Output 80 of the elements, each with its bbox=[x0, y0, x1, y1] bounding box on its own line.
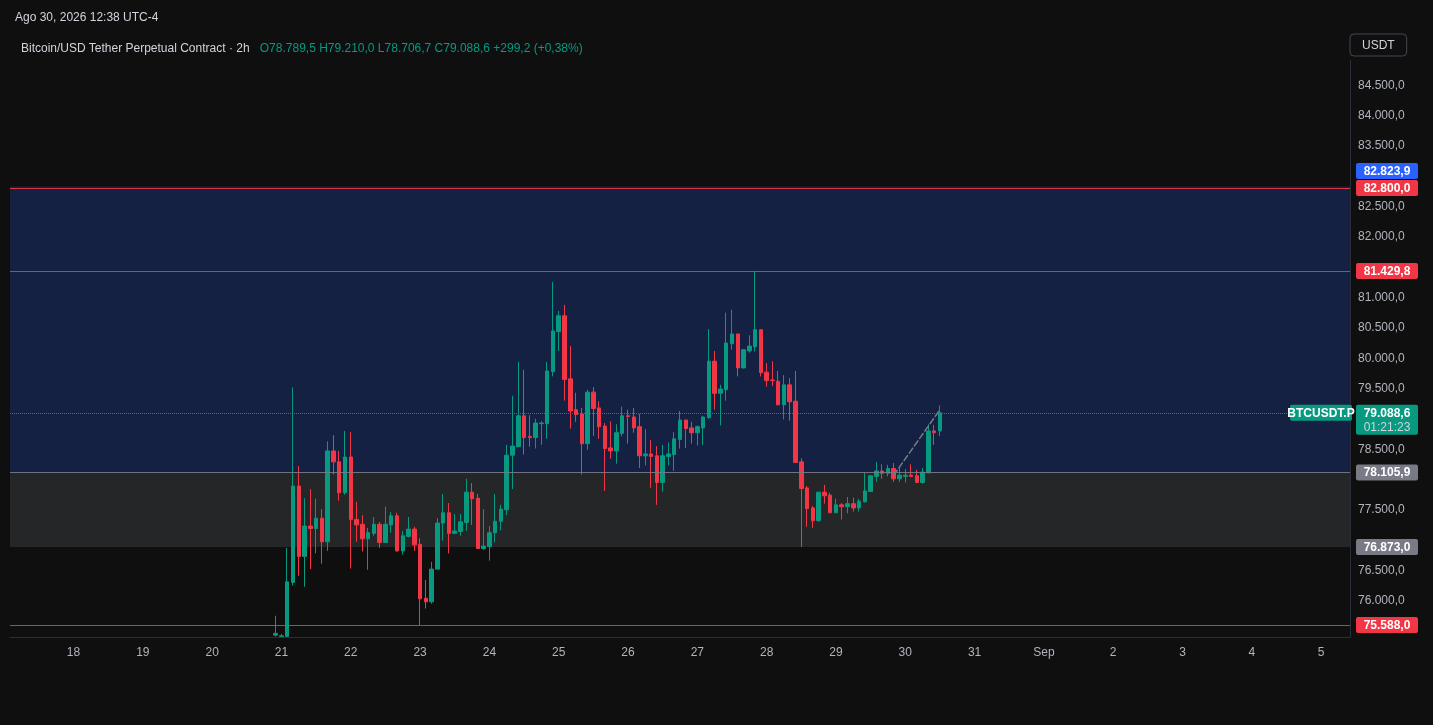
candlestick bbox=[470, 482, 474, 526]
candlestick bbox=[816, 491, 821, 523]
candlestick bbox=[297, 465, 301, 577]
candlestick bbox=[308, 488, 313, 570]
candlestick bbox=[343, 430, 347, 496]
y-tick-label: 77.500,0 bbox=[1358, 502, 1406, 517]
x-tick-label: 20 bbox=[205, 645, 220, 659]
candlestick bbox=[320, 508, 324, 565]
candlestick bbox=[932, 424, 936, 446]
ref-line-label: 79.088,6 bbox=[1363, 405, 1411, 420]
candlestick bbox=[915, 469, 919, 483]
text: 01:21:23 bbox=[1363, 419, 1411, 434]
candlestick bbox=[580, 407, 584, 476]
candlestick bbox=[776, 370, 780, 406]
x-tick-label: Sep bbox=[1033, 645, 1055, 659]
candlestick bbox=[395, 512, 399, 553]
candlestick bbox=[325, 440, 330, 552]
x-tick-label: 24 bbox=[482, 645, 497, 659]
candlestick bbox=[372, 516, 376, 537]
candlestick bbox=[712, 350, 717, 411]
ref-line-label: 78.105,9 bbox=[1363, 465, 1411, 480]
y-tick-label: 84.500,0 bbox=[1358, 77, 1406, 92]
band-label: 82.823,9 bbox=[1363, 163, 1411, 178]
x-tick-label: 31 bbox=[967, 645, 982, 659]
candlestick bbox=[736, 333, 740, 377]
candlestick bbox=[834, 498, 838, 514]
candlestick bbox=[626, 409, 630, 445]
text: O78.789,5 H79.210,0 L78.706,7 C79.088,6 +299,2 (+0,38%) bbox=[259, 41, 583, 55]
candlestick bbox=[730, 309, 734, 351]
x-tick-label: 5 bbox=[1317, 645, 1325, 659]
y-tick-label: 80.000,0 bbox=[1358, 350, 1406, 365]
candlestick bbox=[528, 414, 532, 448]
y-tick-label: 78.500,0 bbox=[1358, 441, 1406, 456]
candlestick bbox=[857, 498, 861, 513]
candlestick bbox=[643, 428, 648, 466]
candlestick bbox=[839, 502, 844, 520]
candlestick bbox=[377, 521, 382, 549]
y-tick-label: 80.500,0 bbox=[1358, 320, 1406, 335]
candlestick bbox=[649, 439, 653, 489]
x-tick-label: 21 bbox=[274, 645, 289, 659]
candlestick bbox=[302, 497, 307, 588]
x-tick-label: 4 bbox=[1248, 645, 1256, 659]
y-tick-label: 84.000,0 bbox=[1358, 108, 1406, 123]
candlestick bbox=[447, 502, 451, 554]
y-tick-label: 82.000,0 bbox=[1358, 229, 1406, 244]
x-tick-label: 28 bbox=[759, 645, 774, 659]
ref-line-label: 75.588,0 bbox=[1363, 618, 1411, 632]
y-axis-title: USDT bbox=[1362, 38, 1396, 52]
candlestick bbox=[314, 498, 318, 554]
x-tick-label: 30 bbox=[898, 645, 913, 659]
candlestick bbox=[522, 369, 526, 456]
x-tick-label: 27 bbox=[690, 645, 705, 659]
x-tick-label: 25 bbox=[552, 645, 566, 659]
y-tick-label: 82.500,0 bbox=[1358, 199, 1406, 214]
ref-line-label: 81.429,8 bbox=[1363, 263, 1411, 278]
band-label: 76.873,0 bbox=[1363, 540, 1411, 555]
y-tick-label: 76.000,0 bbox=[1358, 593, 1406, 608]
candlestick bbox=[366, 527, 370, 571]
ref-line-label: 82.800,0 bbox=[1363, 180, 1411, 195]
y-tick-label: 79.500,0 bbox=[1358, 380, 1406, 395]
candlestick bbox=[845, 496, 850, 514]
x-tick-label: 2 bbox=[1109, 645, 1117, 659]
x-tick-label: 22 bbox=[344, 645, 358, 659]
y-tick-label: 83.500,0 bbox=[1358, 138, 1406, 153]
chart-title: Bitcoin/USD Tether Perpetual Contract · 2h bbox=[21, 41, 250, 55]
candlestick bbox=[909, 463, 913, 477]
y-tick-label: 81.000,0 bbox=[1358, 289, 1406, 304]
y-tick-label: 76.500,0 bbox=[1358, 562, 1406, 577]
x-tick-label: 23 bbox=[413, 645, 428, 659]
chart-subtitle: Ago 30, 2026 12:38 UTC-4 bbox=[15, 10, 159, 24]
candlestick bbox=[851, 497, 856, 513]
candlestick bbox=[424, 579, 428, 610]
x-tick-label: 19 bbox=[136, 645, 150, 659]
candlestick bbox=[476, 493, 480, 550]
x-tick-label: 3 bbox=[1179, 645, 1187, 659]
candlestick bbox=[811, 505, 815, 529]
x-tick-label: 26 bbox=[621, 645, 636, 659]
candlestick bbox=[655, 445, 659, 506]
x-tick-label: 29 bbox=[829, 645, 843, 659]
x-tick-label: 18 bbox=[66, 645, 81, 659]
